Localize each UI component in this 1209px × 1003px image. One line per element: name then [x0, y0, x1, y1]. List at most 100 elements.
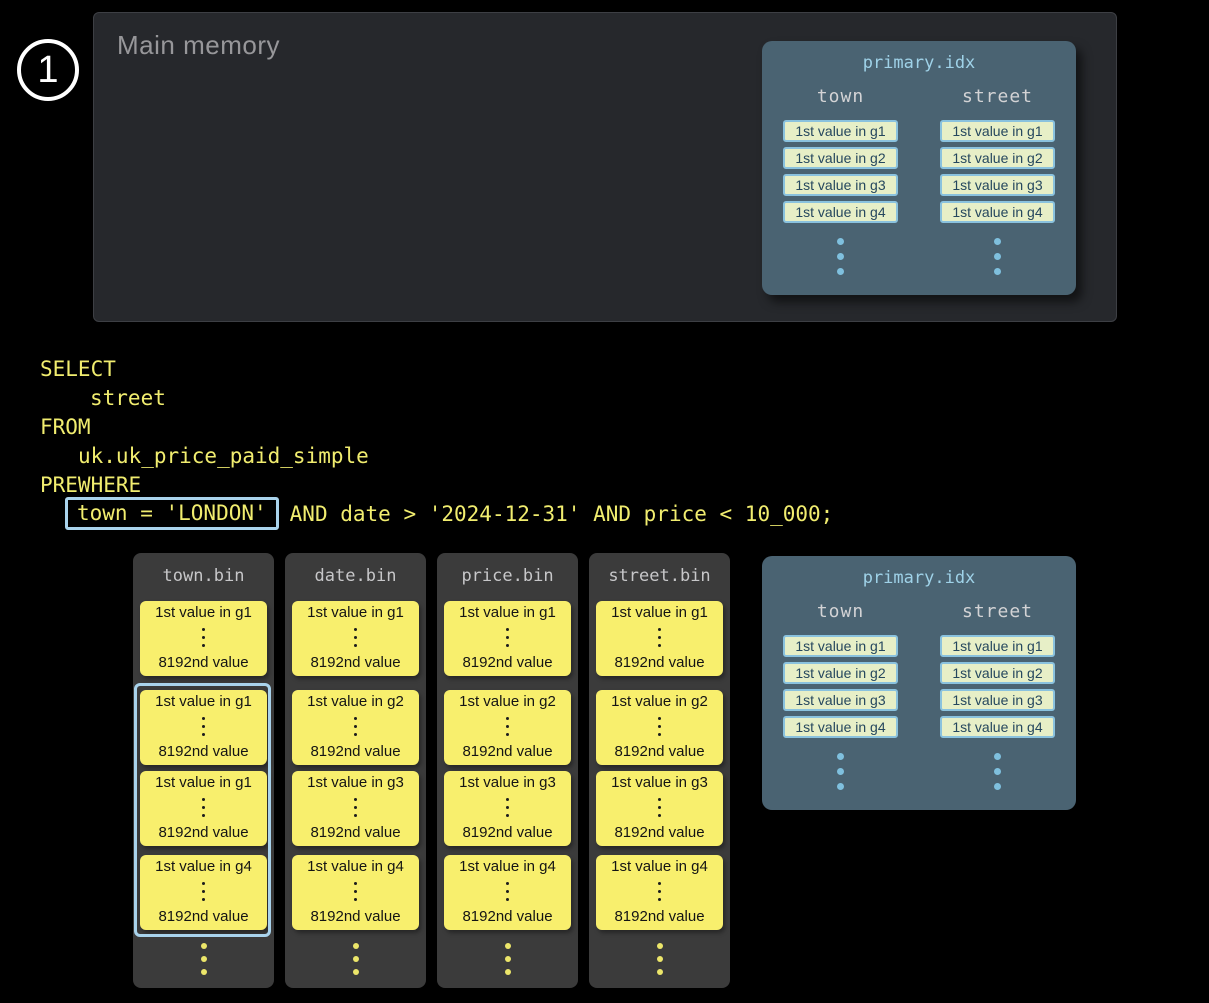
primary-idx-columns: town 1st value in g1 1st value in g2 1st…: [762, 601, 1076, 790]
more-entries-ellipsis: [837, 238, 844, 275]
more-granules-ellipsis: [656, 943, 663, 975]
idx-column-street: street 1st value in g1 1st value in g2 1…: [919, 86, 1076, 275]
granule-last-value: 8192nd value: [614, 908, 705, 925]
granule-block: 1st value in g1 8192nd value: [444, 601, 571, 676]
main-memory-panel: Main memory primary.idx town 1st value i…: [93, 12, 1117, 322]
granule-last-value: 8192nd value: [310, 908, 401, 925]
idx-column-header: street: [961, 86, 1034, 107]
granule-first-value: 1st value in g4: [459, 858, 556, 875]
more-granules-ellipsis: [200, 943, 207, 975]
granule-last-value: 8192nd value: [158, 824, 249, 841]
idx-entry: 1st value in g4: [783, 201, 898, 223]
vertical-ellipsis-icon: [202, 717, 205, 736]
idx-entry: 1st value in g3: [783, 174, 898, 196]
granule-block: 1st value in g4 8192nd value: [140, 855, 267, 930]
highlighted-predicate-town: town = 'LONDON': [65, 497, 279, 530]
sql-line-predicates: town = 'LONDON' AND date > '2024-12-31' …: [40, 497, 834, 530]
granule-block: 1st value in g3 8192nd value: [596, 771, 723, 846]
granule-first-value: 1st value in g1: [611, 604, 708, 621]
main-memory-label: Main memory: [117, 30, 280, 60]
granule-last-value: 8192nd value: [158, 743, 249, 760]
idx-entry: 1st value in g2: [783, 662, 898, 684]
idx-entry: 1st value in g4: [940, 716, 1055, 738]
idx-entry: 1st value in g1: [783, 120, 898, 142]
more-entries-ellipsis: [994, 238, 1001, 275]
more-entries-ellipsis: [837, 753, 844, 790]
granule-first-value: 1st value in g2: [307, 693, 404, 710]
column-file-town-bin: town.bin 1st value in g1 8192nd value 1s…: [133, 553, 274, 988]
granule-first-value: 1st value in g1: [155, 774, 252, 791]
more-granules-ellipsis: [352, 943, 359, 975]
granule-last-value: 8192nd value: [462, 654, 553, 671]
vertical-ellipsis-icon: [658, 882, 661, 901]
granule-block: 1st value in g4 8192nd value: [292, 855, 419, 930]
column-file-price-bin: price.bin 1st value in g1 8192nd value 1…: [437, 553, 578, 988]
sql-line-table: uk.uk_price_paid_simple: [78, 443, 369, 468]
vertical-ellipsis-icon: [506, 717, 509, 736]
granule-block: 1st value in g4 8192nd value: [444, 855, 571, 930]
primary-idx-panel-disk: primary.idx town 1st value in g1 1st val…: [762, 556, 1076, 810]
granule-block: 1st value in g3 8192nd value: [292, 771, 419, 846]
bin-title: street.bin: [608, 566, 711, 586]
vertical-ellipsis-icon: [202, 882, 205, 901]
idx-entry: 1st value in g2: [940, 662, 1055, 684]
granule-first-value: 1st value in g1: [155, 693, 252, 710]
granule-last-value: 8192nd value: [310, 743, 401, 760]
vertical-ellipsis-icon: [658, 717, 661, 736]
idx-entry: 1st value in g1: [940, 635, 1055, 657]
idx-column-header: town: [816, 86, 865, 107]
granule-block: 1st value in g1 8192nd value: [140, 601, 267, 676]
bin-title: price.bin: [461, 566, 554, 586]
more-granules-ellipsis: [504, 943, 511, 975]
granule-last-value: 8192nd value: [614, 654, 705, 671]
granule-first-value: 1st value in g4: [611, 858, 708, 875]
idx-column-street: street 1st value in g1 1st value in g2 1…: [919, 601, 1076, 790]
granule-first-value: 1st value in g3: [611, 774, 708, 791]
vertical-ellipsis-icon: [658, 628, 661, 647]
granule-first-value: 1st value in g1: [155, 604, 252, 621]
granule-last-value: 8192nd value: [310, 824, 401, 841]
idx-column-header: town: [816, 601, 865, 622]
primary-idx-panel-memory: primary.idx town 1st value in g1 1st val…: [762, 41, 1076, 295]
granule-last-value: 8192nd value: [310, 654, 401, 671]
granule-last-value: 8192nd value: [462, 908, 553, 925]
idx-entry: 1st value in g2: [783, 147, 898, 169]
vertical-ellipsis-icon: [354, 882, 357, 901]
primary-idx-title: primary.idx: [862, 568, 976, 588]
idx-column-town: town 1st value in g1 1st value in g2 1st…: [762, 86, 919, 275]
granule-first-value: 1st value in g3: [459, 774, 556, 791]
step-number-badge: 1: [17, 39, 79, 101]
granule-first-value: 1st value in g4: [155, 858, 252, 875]
granule-last-value: 8192nd value: [158, 908, 249, 925]
granule-block: 1st value in g1 8192nd value: [140, 690, 267, 765]
sql-line-street: street: [90, 385, 166, 410]
step-number: 1: [37, 48, 59, 91]
vertical-ellipsis-icon: [506, 882, 509, 901]
remaining-predicates: AND date > '2024-12-31' AND price < 10_0…: [289, 501, 834, 526]
granule-block: 1st value in g2 8192nd value: [444, 690, 571, 765]
more-entries-ellipsis: [994, 753, 1001, 790]
column-file-street-bin: street.bin 1st value in g1 8192nd value …: [589, 553, 730, 988]
bin-title: town.bin: [162, 566, 245, 586]
vertical-ellipsis-icon: [202, 628, 205, 647]
primary-idx-title: primary.idx: [862, 53, 976, 73]
vertical-ellipsis-icon: [354, 717, 357, 736]
granule-block: 1st value in g4 8192nd value: [596, 855, 723, 930]
idx-entry: 1st value in g2: [940, 147, 1055, 169]
granule-last-value: 8192nd value: [614, 824, 705, 841]
granule-last-value: 8192nd value: [614, 743, 705, 760]
vertical-ellipsis-icon: [202, 798, 205, 817]
granule-block: 1st value in g2 8192nd value: [596, 690, 723, 765]
sql-query: SELECT street FROM uk.uk_price_paid_simp…: [40, 354, 834, 530]
granule-block: 1st value in g1 8192nd value: [140, 771, 267, 846]
idx-entry: 1st value in g1: [940, 120, 1055, 142]
idx-entry: 1st value in g3: [940, 174, 1055, 196]
granule-block: 1st value in g1 8192nd value: [596, 601, 723, 676]
granule-last-value: 8192nd value: [158, 654, 249, 671]
idx-column-header: street: [961, 601, 1034, 622]
granule-first-value: 1st value in g1: [459, 604, 556, 621]
granule-block: 1st value in g3 8192nd value: [444, 771, 571, 846]
idx-entry: 1st value in g3: [783, 689, 898, 711]
granule-last-value: 8192nd value: [462, 824, 553, 841]
primary-idx-columns: town 1st value in g1 1st value in g2 1st…: [762, 86, 1076, 275]
